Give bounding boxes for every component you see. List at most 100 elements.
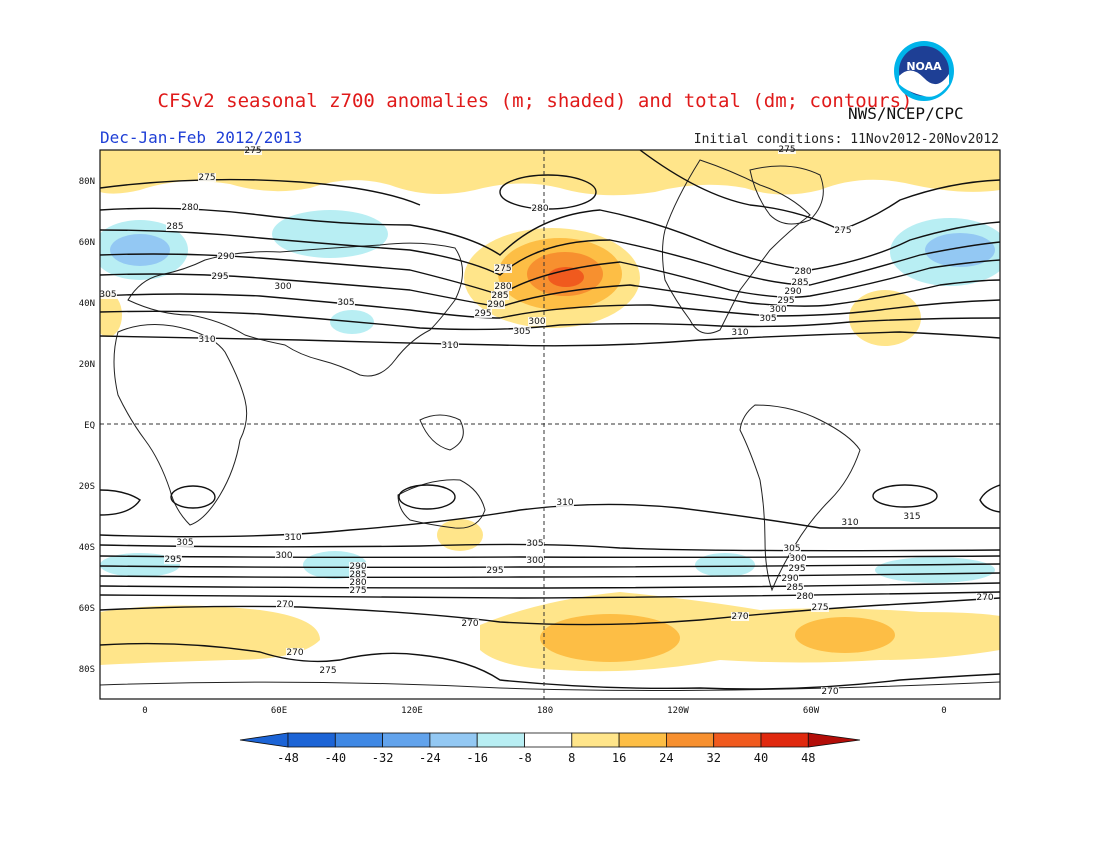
colorbar-label: 32	[706, 751, 720, 765]
contour-label-bg	[99, 290, 117, 299]
contour-label: 270	[286, 648, 303, 658]
contour-label: 270	[731, 612, 748, 622]
contour-label-bg	[731, 612, 749, 621]
contour-label: 290	[217, 252, 234, 262]
contour-label-bg	[811, 603, 829, 612]
contour-label: 310	[284, 533, 301, 543]
contour-label: 295	[474, 309, 491, 319]
lat-label: 20S	[79, 482, 95, 492]
contour-label-bg	[486, 566, 504, 575]
contour-label-bg	[531, 204, 549, 213]
contour-label: 310	[198, 335, 215, 345]
lon-label: 120E	[401, 706, 423, 716]
colorbar-cell	[618, 732, 667, 748]
lat-label: 20N	[79, 360, 95, 370]
colorbar-label: -40	[324, 751, 346, 765]
map-frame	[99, 149, 1001, 700]
contour-label-bg	[777, 296, 795, 305]
contour-label: 305	[759, 314, 776, 324]
contour-label-bg	[528, 317, 546, 326]
colorbar-cell	[239, 732, 289, 748]
contour-label-bg	[441, 341, 459, 350]
contour-label-bg	[349, 586, 367, 595]
initial-conditions-label: Initial conditions: 11Nov2012-20Nov2012	[693, 132, 999, 147]
contour-label: 275	[811, 603, 828, 613]
contour-label: 280	[349, 578, 366, 588]
lon-label: 0	[142, 706, 147, 716]
contour-label-bg	[349, 562, 367, 571]
contour-label: 270	[821, 687, 838, 697]
contour-label-bg	[976, 593, 994, 602]
lat-label: 60N	[79, 238, 95, 248]
colorbar-label: 40	[754, 751, 768, 765]
contour-label-bg	[769, 305, 787, 314]
colorbar-label: -8	[517, 751, 531, 765]
contour-label: 275	[198, 173, 215, 183]
contour-label-bg	[786, 583, 804, 592]
contour-label: 295	[788, 564, 805, 574]
contour-label-bg	[275, 551, 293, 560]
contour-label-bg	[181, 203, 199, 212]
colorbar-cell	[524, 732, 573, 748]
colorbar-label: -16	[466, 751, 488, 765]
anomaly-shading	[100, 150, 1000, 672]
contour-label: 305	[783, 544, 800, 554]
contour-label-bg	[794, 267, 812, 276]
contour-label-bg	[759, 314, 777, 323]
contour-label-bg	[284, 533, 302, 542]
contour-label-bg	[834, 226, 852, 235]
colorbar-label: 16	[612, 751, 626, 765]
contour-label: 290	[487, 300, 504, 310]
contour-label: 295	[211, 272, 228, 282]
contour-label: 285	[491, 291, 508, 301]
contour-label-bg	[274, 282, 292, 291]
contour-label-bg	[789, 554, 807, 563]
colorbar-label: -48	[277, 751, 299, 765]
contour-label: 285	[786, 583, 803, 593]
colorbar-cell	[713, 732, 762, 748]
contour-label: 305	[99, 290, 116, 300]
contour-label-bg	[487, 300, 505, 309]
colorbar-cell	[382, 732, 431, 748]
contour-label: 270	[461, 619, 478, 629]
contour-label: 280	[794, 267, 811, 277]
contour-label-bg	[474, 309, 492, 318]
lon-label: 180	[537, 706, 553, 716]
contour-label-bg	[791, 278, 809, 287]
colorbar-cell	[429, 732, 478, 748]
colorbar-cell	[287, 732, 336, 748]
contour-label-bg	[198, 335, 216, 344]
contour-label-bg	[164, 555, 182, 564]
contour-label-bg	[491, 291, 509, 300]
contour-label-bg	[783, 544, 801, 553]
contour-label: 295	[164, 555, 181, 565]
contour-label-bg	[337, 298, 355, 307]
contour-label: 300	[769, 305, 786, 315]
contour-label-bg	[781, 574, 799, 583]
lat-label: 80S	[79, 665, 95, 675]
contour-label: 280	[494, 282, 511, 292]
contour-label: 310	[731, 328, 748, 338]
contour-label: 275	[834, 226, 851, 236]
contour-label: 270	[976, 593, 993, 603]
contour-label-bg	[841, 518, 859, 527]
lon-label: 120W	[667, 706, 689, 716]
contour-label-bg	[796, 592, 814, 601]
colorbar-label: -24	[419, 751, 441, 765]
colorbar-label: -32	[372, 751, 394, 765]
contour-label: 290	[784, 287, 801, 297]
lon-label: 0	[941, 706, 946, 716]
lat-label: 40S	[79, 543, 95, 553]
lon-label: 60E	[271, 706, 287, 716]
colorbar: -48 -40 -32 -24 -16 -8 8 16 24 32 40 48	[239, 732, 861, 765]
contour-label: 300	[526, 556, 543, 566]
lat-label: 80N	[79, 177, 95, 187]
contour-label: 310	[841, 518, 858, 528]
colorbar-cell	[334, 732, 383, 748]
contour-label-bg	[526, 556, 544, 565]
colorbar-cell	[807, 732, 861, 748]
contour-label: 305	[513, 327, 530, 337]
contour-label-bg	[276, 600, 294, 609]
lon-label: 60W	[803, 706, 820, 716]
